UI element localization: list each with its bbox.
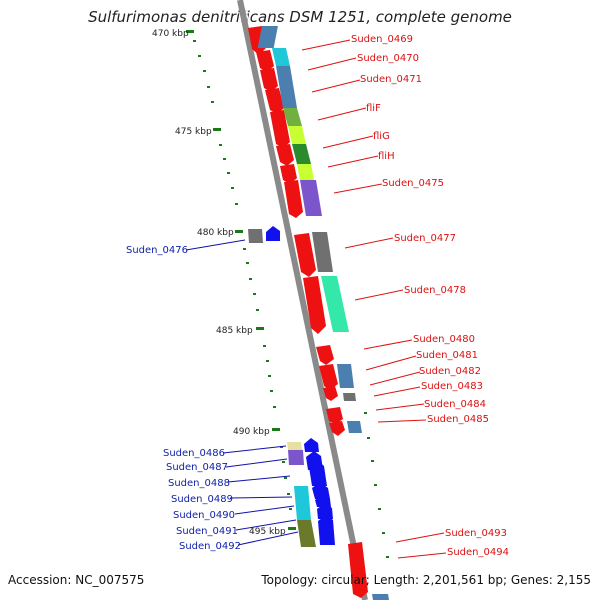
block-0469 bbox=[257, 26, 278, 48]
gene-arrow-0477 bbox=[294, 233, 316, 277]
ruler-label-485: 485 kbp bbox=[216, 326, 253, 336]
ruler-label-495: 495 kbp bbox=[249, 527, 286, 537]
label-flih: fliH bbox=[378, 151, 395, 162]
label-suden-0492: Suden_0492 bbox=[179, 541, 241, 552]
label-suden-0477: Suden_0477 bbox=[394, 233, 456, 244]
block-flih bbox=[297, 164, 314, 180]
arrow-0488 bbox=[309, 460, 327, 486]
ruler-label-490: 490 kbp bbox=[233, 427, 270, 437]
gene-arrow-0480 bbox=[316, 345, 334, 365]
gene-arrow-0481 bbox=[319, 364, 338, 390]
label-suden-0488: Suden_0488 bbox=[168, 478, 230, 489]
label-suden-0480: Suden_0480 bbox=[413, 334, 475, 345]
map-title: Sulfurimonas denitrificans DSM 1251, com… bbox=[88, 8, 512, 26]
block-0492 bbox=[297, 520, 316, 547]
label-suden-0487: Suden_0487 bbox=[166, 462, 228, 473]
block-0481 bbox=[337, 364, 354, 388]
label-suden-0478: Suden_0478 bbox=[404, 285, 466, 296]
gene-arrow-flig bbox=[276, 144, 294, 166]
ruler-label-475: 475 kbp bbox=[175, 127, 212, 137]
label-suden-0493: Suden_0493 bbox=[445, 528, 507, 539]
block-flif-a bbox=[283, 108, 302, 126]
label-suden-0494: Suden_0494 bbox=[447, 547, 509, 558]
arrow-0489 bbox=[312, 482, 330, 499]
arrow-0491 bbox=[317, 503, 333, 519]
ruler-ticks bbox=[193, 40, 292, 510]
topology-text: Topology: circular; Length: 2,201,561 bp… bbox=[261, 573, 591, 587]
gene-arrow-0475 bbox=[284, 180, 303, 218]
block-0470 bbox=[272, 48, 290, 66]
block-0486 bbox=[287, 442, 302, 450]
gene-arrow-flih bbox=[280, 164, 297, 184]
label-suden-0490: Suden_0490 bbox=[173, 510, 235, 521]
block-0483 bbox=[343, 393, 356, 401]
block-0487 bbox=[288, 450, 304, 465]
label-suden-0470: Suden_0470 bbox=[357, 53, 419, 64]
gene-arrow-0470 bbox=[256, 50, 274, 72]
label-suden-0475: Suden_0475 bbox=[382, 178, 444, 189]
gene-arrow-0471 bbox=[260, 68, 278, 92]
block-0478 bbox=[321, 276, 349, 332]
backbone-highlight bbox=[243, 0, 370, 600]
ruler-label-480: 480 kbp bbox=[197, 228, 234, 238]
block-0475 bbox=[300, 180, 322, 216]
gene-arrow-flif bbox=[270, 110, 290, 148]
gene-arrow-0484 bbox=[329, 421, 345, 436]
block-0494 bbox=[372, 594, 389, 600]
ruler-label-470: 470 kbp bbox=[152, 29, 189, 39]
label-suden-0491: Suden_0491 bbox=[176, 526, 238, 537]
arrow-0486 bbox=[304, 438, 319, 452]
gene-arrow-0472 bbox=[265, 88, 284, 114]
forward-gene-arrows bbox=[248, 26, 368, 598]
label-suden-0476: Suden_0476 bbox=[126, 245, 188, 256]
backbone-line bbox=[237, 0, 368, 600]
label-suden-0482: Suden_0482 bbox=[419, 366, 481, 377]
gene-arrow-0478 bbox=[303, 276, 326, 334]
forward-leader-lines bbox=[301, 39, 447, 559]
reverse-gene-shapes bbox=[248, 226, 335, 547]
label-suden-0485: Suden_0485 bbox=[427, 414, 489, 425]
arrow-0490 bbox=[315, 494, 331, 507]
arrow-0476 bbox=[266, 226, 280, 241]
reverse-gene-labels: Suden_0476 Suden_0486 Suden_0487 Suden_0… bbox=[126, 245, 241, 552]
gene-arrow-0483 bbox=[326, 407, 343, 424]
label-flig: fliG bbox=[373, 131, 390, 142]
block-flig bbox=[292, 144, 311, 164]
label-flif: fliF bbox=[366, 103, 381, 114]
label-suden-0471: Suden_0471 bbox=[360, 74, 422, 85]
accession-text: Accession: NC_007575 bbox=[8, 573, 145, 587]
label-suden-0489: Suden_0489 bbox=[171, 494, 233, 505]
block-0476 bbox=[248, 229, 263, 243]
forward-gene-blocks bbox=[257, 26, 389, 600]
gene-arrow-0482 bbox=[323, 386, 338, 401]
block-0485 bbox=[347, 421, 362, 433]
label-suden-0484: Suden_0484 bbox=[424, 399, 486, 410]
label-suden-0481: Suden_0481 bbox=[416, 350, 478, 361]
label-suden-0483: Suden_0483 bbox=[421, 381, 483, 392]
label-suden-0469: Suden_0469 bbox=[351, 34, 413, 45]
ruler-major-ticks bbox=[186, 30, 296, 530]
reverse-leader-lines bbox=[185, 239, 299, 546]
block-0489 bbox=[294, 486, 311, 520]
gene-arrow-0493 bbox=[348, 542, 368, 598]
label-suden-0486: Suden_0486 bbox=[163, 448, 225, 459]
forward-gene-labels: Suden_0469 Suden_0470 Suden_0471 fliF fl… bbox=[351, 34, 509, 558]
block-0477 bbox=[312, 232, 333, 272]
block-flif-b bbox=[288, 126, 306, 144]
arrow-0492 bbox=[318, 515, 335, 545]
block-0471 bbox=[276, 66, 297, 108]
ruler-ticks-right bbox=[364, 412, 389, 558]
